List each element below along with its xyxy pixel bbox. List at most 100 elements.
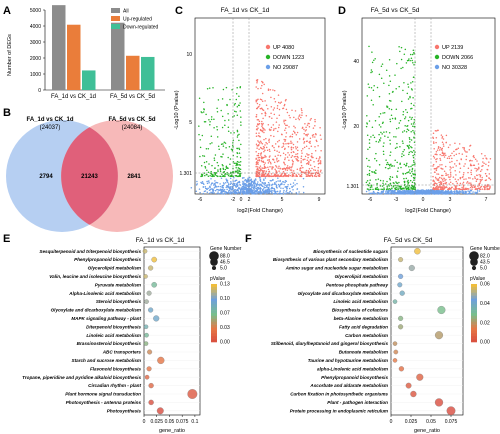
volcano-point-down <box>232 146 234 148</box>
volcano-point-down <box>386 185 388 188</box>
volcano-point-no <box>296 193 299 195</box>
volcano-point-up <box>454 178 457 180</box>
volcano-point-up <box>304 158 306 160</box>
volcano-point-up <box>258 142 261 144</box>
volcano-point-up <box>290 151 293 154</box>
volcano-point-down <box>410 131 412 133</box>
volcano-point-down <box>380 126 382 128</box>
volcano-point-no <box>267 187 270 189</box>
pathway-label: Biosynthesis of cofactors <box>332 308 389 313</box>
volcano-point-down <box>413 179 415 181</box>
volcano-point-up <box>300 175 303 178</box>
volcano-point-up <box>282 152 285 155</box>
volcano-point-up <box>292 163 294 165</box>
volcano-point-up <box>278 139 280 142</box>
volcano-point-up <box>264 166 267 169</box>
volcano-point-down <box>400 46 403 49</box>
volcano-point-up <box>442 154 445 157</box>
volcano-point-no <box>270 190 272 192</box>
pathway-label: Tropane, piperidine and pyridine alkaloi… <box>22 375 141 380</box>
volcano-point-no <box>397 192 399 195</box>
volcano-point-up <box>270 175 273 178</box>
volcano-point-no <box>244 192 246 195</box>
volcano-point-no <box>399 193 402 195</box>
volcano-point-up <box>264 154 266 157</box>
volcano-point-no <box>208 189 211 192</box>
volcano-point-down <box>396 175 398 177</box>
volcano-point-down <box>208 87 211 89</box>
volcano-point-up <box>290 156 293 158</box>
volcano-point-down <box>229 158 232 160</box>
volcano-point-up <box>436 179 439 181</box>
volcano-point-up <box>308 167 311 170</box>
volcano-point-down <box>240 121 242 123</box>
volcano-point-up <box>307 154 309 156</box>
volcano-point-down <box>240 124 242 126</box>
volcano-point-down <box>222 88 225 91</box>
volcano-point-down <box>235 93 238 95</box>
volcano-point-up <box>283 162 286 164</box>
volcano-point-up <box>305 145 308 148</box>
volcano-point-down <box>206 88 209 90</box>
volcano-point-up <box>444 154 447 156</box>
volcano-point-down <box>228 173 230 175</box>
volcano-point-down <box>233 110 236 112</box>
volcano-c-legend-no-dot <box>265 64 271 70</box>
volcano-point-down <box>386 180 388 183</box>
volcano-point-up <box>443 185 445 188</box>
bubble-xtick-label: 0.025 <box>405 419 418 425</box>
volcano-point-down <box>375 152 377 155</box>
volcano-point-up <box>447 146 450 149</box>
volcano-point-no <box>257 190 260 193</box>
volcano-point-down <box>224 119 226 122</box>
volcano-point-up <box>269 155 271 157</box>
size-legend-label: 5.0 <box>480 266 487 272</box>
panel-letter-a: A <box>3 5 11 17</box>
volcano-point-up <box>479 175 482 178</box>
volcano-point-down <box>366 180 369 182</box>
volcano-point-down <box>385 159 387 161</box>
volcano-point-down <box>210 116 213 118</box>
volcano-point-no <box>227 191 230 193</box>
volcano-point-no <box>410 190 412 193</box>
volcano-point-up <box>443 170 446 173</box>
volcano-point-up <box>437 129 439 132</box>
volcano-point-up <box>312 133 315 136</box>
volcano-point-no <box>457 191 460 194</box>
volcano-point-up <box>262 167 264 170</box>
volcano-point-down <box>385 188 388 191</box>
volcano-point-up <box>277 167 279 169</box>
volcano-point-down <box>205 173 208 176</box>
pathway-label: Fatty acid degradation <box>339 324 388 329</box>
volcano-point-up <box>440 183 442 185</box>
volcano-point-up <box>269 175 271 178</box>
volcano-point-up <box>314 125 316 127</box>
volcano-point-up <box>314 120 316 123</box>
volcano-point-up <box>301 112 303 114</box>
volcano-point-down <box>389 151 392 153</box>
volcano-point-down <box>383 131 385 133</box>
volcano-point-no <box>266 192 268 194</box>
pathway-label: Plant - pathogen interaction <box>327 400 388 405</box>
volcano-point-down <box>236 152 239 155</box>
volcano-point-no <box>201 181 204 183</box>
volcano-point-no <box>265 186 267 189</box>
volcano-point-no <box>296 188 299 190</box>
volcano-point-down <box>238 133 240 136</box>
volcano-point-down <box>398 46 400 48</box>
volcano-point-up <box>276 117 278 119</box>
volcano-point-up <box>273 89 276 92</box>
volcano-point-up <box>457 178 459 181</box>
volcano-point-down <box>368 146 371 149</box>
volcano-point-down <box>204 167 207 169</box>
color-legend-segment <box>211 304 217 308</box>
volcano-point-down <box>204 174 206 177</box>
volcano-point-no <box>253 191 256 193</box>
volcano-point-up <box>276 140 279 143</box>
volcano-point-no <box>470 189 473 192</box>
volcano-point-up <box>319 162 322 164</box>
volcano-point-up <box>474 176 476 178</box>
volcano-point-up <box>289 116 291 119</box>
volcano-point-down <box>379 179 382 182</box>
volcano-point-down <box>204 165 206 168</box>
